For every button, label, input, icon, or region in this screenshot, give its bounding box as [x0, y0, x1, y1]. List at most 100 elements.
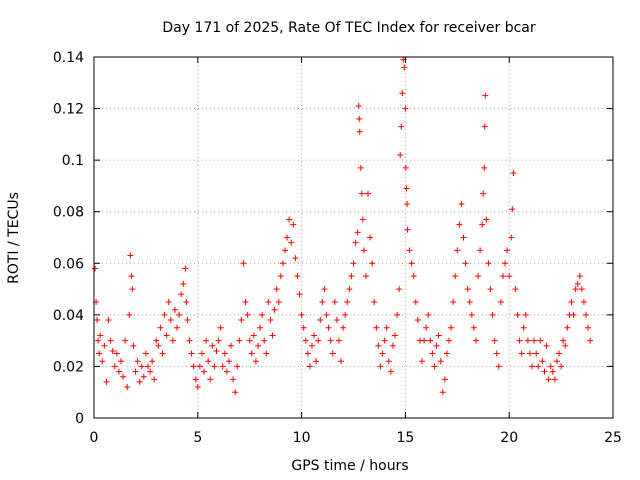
data-point — [94, 317, 101, 324]
data-point — [244, 311, 251, 318]
data-point — [238, 317, 245, 324]
data-point — [495, 363, 502, 370]
y-tick-label: 0.12 — [53, 102, 84, 118]
data-point — [572, 286, 579, 293]
data-point — [122, 337, 129, 344]
data-point — [348, 273, 355, 280]
data-point — [570, 311, 577, 318]
data-point — [163, 332, 170, 339]
data-point — [481, 123, 488, 130]
data-point — [269, 332, 276, 339]
data-point — [186, 337, 193, 344]
data-point — [394, 311, 401, 318]
data-point — [509, 206, 516, 213]
data-point — [510, 170, 517, 177]
data-point — [105, 317, 112, 324]
data-point — [128, 273, 135, 280]
data-point — [315, 337, 322, 344]
data-point — [508, 234, 515, 241]
data-point — [493, 350, 500, 357]
data-point — [96, 350, 103, 357]
data-point — [385, 358, 392, 365]
data-point — [406, 247, 413, 254]
data-point — [273, 286, 280, 293]
data-point — [275, 298, 282, 305]
data-point — [313, 358, 320, 365]
data-point — [360, 247, 367, 254]
data-point — [95, 337, 102, 344]
data-point — [234, 363, 241, 370]
y-axis-label: ROTI / TECUs — [6, 192, 22, 284]
data-point — [257, 324, 264, 331]
data-point — [228, 342, 235, 349]
data-point — [232, 389, 239, 396]
data-point — [547, 363, 554, 370]
data-point — [327, 337, 334, 344]
data-point — [443, 350, 450, 357]
data-point — [101, 342, 108, 349]
data-point — [425, 311, 432, 318]
data-point — [97, 332, 104, 339]
data-point — [475, 273, 482, 280]
data-point — [325, 324, 332, 331]
data-point — [250, 332, 257, 339]
data-point — [169, 337, 176, 344]
data-point — [466, 298, 473, 305]
data-point — [514, 311, 521, 318]
data-point — [248, 350, 255, 357]
data-point — [381, 337, 388, 344]
x-tick-label: 15 — [396, 430, 414, 446]
data-point — [165, 298, 172, 305]
data-point — [213, 347, 220, 354]
data-point — [583, 311, 590, 318]
data-point — [403, 185, 410, 192]
data-point — [288, 239, 295, 246]
data-point — [331, 298, 338, 305]
data-point — [335, 337, 342, 344]
data-point — [182, 265, 189, 272]
data-point — [286, 216, 293, 223]
data-point — [529, 363, 536, 370]
data-point — [184, 317, 191, 324]
data-point — [414, 317, 421, 324]
data-point — [587, 337, 594, 344]
data-point — [321, 286, 328, 293]
data-point — [190, 363, 197, 370]
data-point — [497, 298, 504, 305]
data-point — [230, 376, 237, 383]
data-point — [431, 363, 438, 370]
data-point — [408, 260, 415, 267]
data-point — [504, 247, 511, 254]
data-point — [437, 358, 444, 365]
data-point — [454, 247, 461, 254]
data-point — [392, 332, 399, 339]
data-point — [481, 164, 488, 171]
data-point — [99, 358, 106, 365]
data-point — [211, 363, 218, 370]
y-tick-labels: 0 0.02 0.04 0.06 0.08 0.1 0.12 0.14 — [53, 50, 84, 427]
x-tick-label: 5 — [193, 430, 202, 446]
data-point — [359, 216, 366, 223]
data-point — [149, 358, 156, 365]
data-point — [401, 64, 408, 71]
data-point — [373, 324, 380, 331]
data-point — [138, 363, 145, 370]
data-point — [499, 273, 506, 280]
y-tick-label: 0.06 — [53, 256, 84, 272]
data-point — [259, 311, 266, 318]
data-point — [298, 311, 305, 318]
data-point — [147, 368, 154, 375]
data-point — [389, 342, 396, 349]
data-point — [520, 324, 527, 331]
data-point — [448, 324, 455, 331]
data-point — [551, 376, 558, 383]
data-point — [578, 286, 585, 293]
data-point — [201, 368, 208, 375]
data-point — [402, 164, 409, 171]
data-point — [357, 164, 364, 171]
x-tick-label: 25 — [604, 430, 622, 446]
data-point — [404, 226, 411, 233]
data-point — [429, 350, 436, 357]
data-point — [354, 229, 361, 236]
data-point — [294, 273, 301, 280]
